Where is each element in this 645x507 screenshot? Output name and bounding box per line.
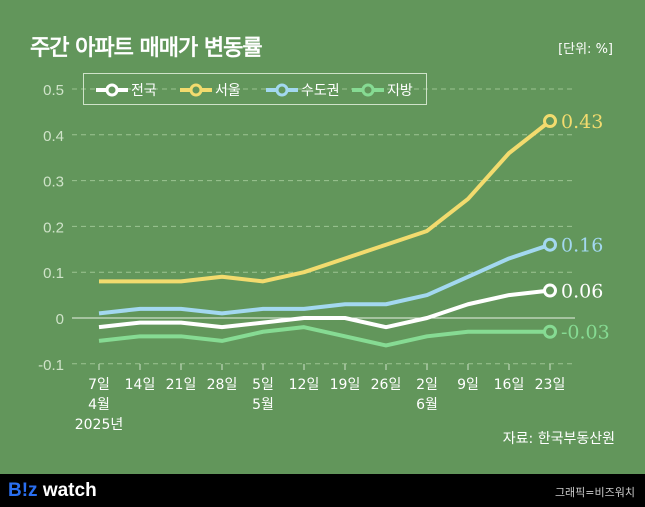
x-tick-label: 2025년 xyxy=(75,417,124,433)
series-line-수도권 xyxy=(98,242,551,316)
graphic-credit: 그래픽=비즈워치 xyxy=(554,486,635,499)
x-tick-label: 6월 xyxy=(416,397,438,413)
legend-item-수도권: 수도권 xyxy=(266,80,340,100)
y-tick-label: 0.4 xyxy=(43,128,64,145)
x-tick-label: 5월 xyxy=(252,397,274,413)
x-tick-label: 14일 xyxy=(125,377,156,393)
x-tick-label: 12일 xyxy=(289,377,320,393)
chart-title: 주간 아파트 매매가 변동률 xyxy=(30,36,263,61)
bizwatch-logo: B!z watch xyxy=(8,480,97,501)
footer: B!z watch 그래픽=비즈워치 xyxy=(0,474,645,507)
series-line-지방 xyxy=(98,325,550,348)
y-tick-label: -0.1 xyxy=(38,357,64,374)
end-marker xyxy=(543,237,557,252)
legend-line-marker-icon xyxy=(266,83,298,97)
end-value-label: 0.16 xyxy=(561,235,603,257)
end-marker xyxy=(543,114,557,129)
y-tick-label: 0.2 xyxy=(43,219,64,236)
x-tick-label: 19일 xyxy=(330,377,361,393)
source-label: 자료: 한국부동산원 xyxy=(502,431,615,447)
series-line-서울 xyxy=(99,119,552,284)
legend-item-지방: 지방 xyxy=(352,80,413,100)
end-marker xyxy=(543,324,557,339)
x-tick-label: 9일 xyxy=(457,377,479,393)
x-tick-label: 23일 xyxy=(535,377,566,393)
legend-line-marker-icon xyxy=(180,83,212,97)
series-line-전국 xyxy=(98,288,551,330)
unit-label: [단위: %] xyxy=(558,42,613,57)
x-tick-label: 7일 xyxy=(88,377,110,393)
y-tick-label: 0.1 xyxy=(43,265,64,282)
x-tick-label: 21일 xyxy=(166,377,197,393)
end-value-label: 0.43 xyxy=(561,111,603,133)
legend-line-marker-icon xyxy=(96,83,128,97)
legend-item-전국: 전국 xyxy=(96,80,157,100)
x-tick-label: 4월 xyxy=(88,397,110,413)
line-chart: 0.5 0.4 0.3 0.2 0.1 0 -0.1 7일 4월 2025년 14일 21일 28일 5일… xyxy=(38,82,610,433)
x-tick-label: 2일 xyxy=(416,377,438,393)
legend-label: 지방 xyxy=(387,83,413,99)
y-tick-label: 0.3 xyxy=(43,174,64,191)
end-value-label: 0.06 xyxy=(561,281,603,303)
legend-label: 서울 xyxy=(215,83,241,99)
legend-label: 전국 xyxy=(131,83,157,99)
x-tick-label: 28일 xyxy=(207,377,238,393)
y-tick-label: 0.5 xyxy=(43,82,64,99)
x-tick-label: 5일 xyxy=(252,377,274,393)
legend-line-marker-icon xyxy=(352,83,384,97)
x-tick-label: 16일 xyxy=(494,377,525,393)
legend-item-서울: 서울 xyxy=(180,80,241,100)
end-marker xyxy=(543,283,557,298)
x-tick-label: 26일 xyxy=(371,377,402,393)
legend: 전국 서울 수도권 지방 xyxy=(83,73,427,105)
end-value-label: -0.03 xyxy=(561,322,610,344)
y-tick-label: 0 xyxy=(56,311,64,328)
legend-label: 수도권 xyxy=(301,83,340,99)
